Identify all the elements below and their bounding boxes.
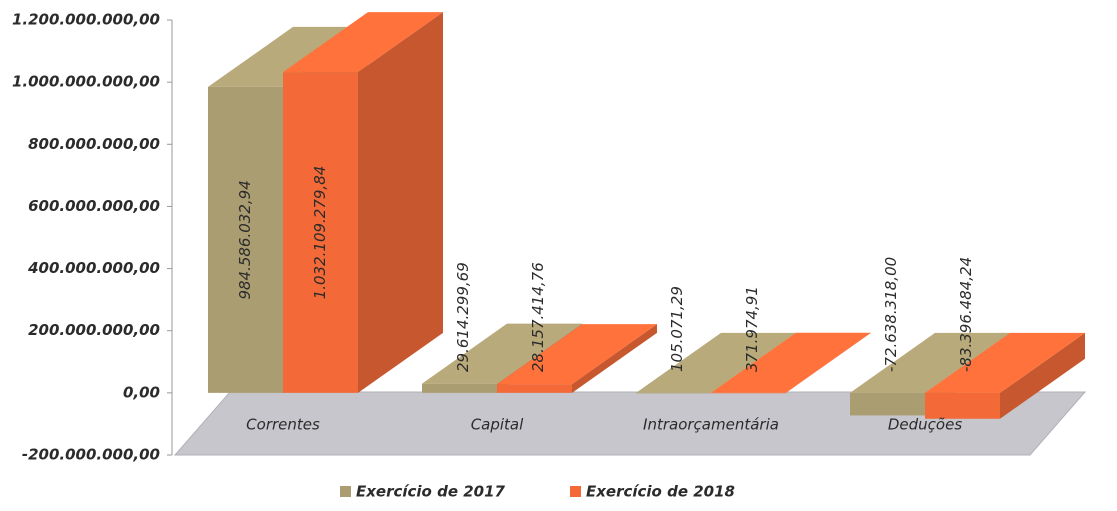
y-tick-label: 600.000.000,00 <box>28 197 160 215</box>
value-label: 105.071,29 <box>668 286 686 372</box>
y-tick-label: 400.000.000,00 <box>27 259 160 277</box>
y-tick-label: -200.000.000,00 <box>22 446 160 464</box>
bar-side <box>786 332 871 393</box>
bar <box>283 72 358 393</box>
y-tick-label: 0,00 <box>123 383 160 401</box>
bar <box>850 392 925 416</box>
bar <box>711 392 786 394</box>
value-label: -72.638.318,00 <box>882 257 900 372</box>
bar-top <box>850 332 1010 393</box>
legend-swatch <box>340 486 351 497</box>
bar-top <box>497 324 657 385</box>
bar <box>925 392 1000 419</box>
bar <box>497 384 572 393</box>
value-label: 984.586.032,94 <box>236 180 254 299</box>
bar-side <box>1000 332 1085 419</box>
y-tick-label: 800.000.000,00 <box>28 135 160 153</box>
value-label: 1.032.109.279,84 <box>311 166 329 300</box>
value-label: 29.614.299,69 <box>454 262 472 372</box>
y-tick-label: 1.200.000.000,00 <box>12 11 160 29</box>
bar-top <box>711 332 871 393</box>
value-label: 371.974,91 <box>743 286 761 372</box>
bar-top <box>422 323 582 384</box>
x-tick-label: Capital <box>471 416 524 434</box>
y-tick-label: 200.000.000,00 <box>28 321 160 339</box>
x-tick-label: Deduções <box>888 416 962 434</box>
bar-side <box>572 324 657 393</box>
bar <box>208 86 283 393</box>
bar-top <box>283 12 443 73</box>
bar-side <box>358 12 443 393</box>
y-tick-label: 1.000.000.000,00 <box>12 73 160 91</box>
x-tick-label: Intraorçamentária <box>643 416 779 434</box>
bar <box>636 392 711 394</box>
bar-top <box>925 332 1085 393</box>
legend-label: Exercício de 2017 <box>356 483 506 501</box>
bar <box>422 383 497 393</box>
bar-top <box>636 332 796 393</box>
legend-label: Exercício de 2018 <box>586 483 735 501</box>
x-tick-label: Correntes <box>246 416 320 434</box>
legend-swatch <box>570 486 581 497</box>
value-label: 28.157.414,76 <box>529 262 547 372</box>
value-label: -83.396.484,24 <box>957 257 975 372</box>
